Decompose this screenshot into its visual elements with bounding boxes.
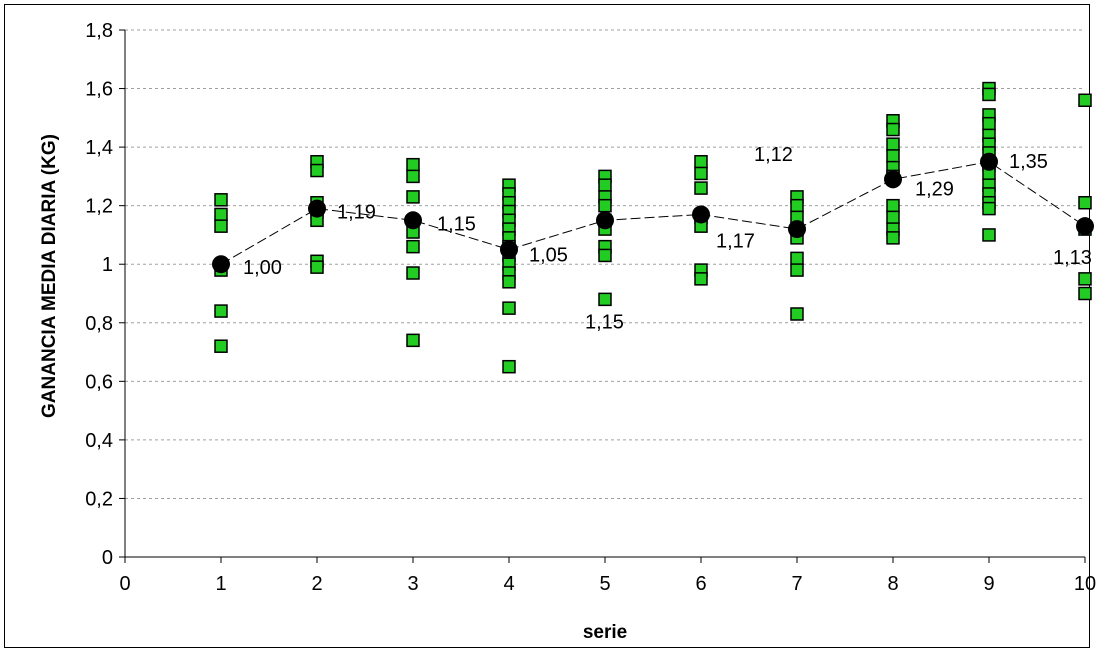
grid-lines [125, 29, 1085, 499]
y-tick-label: 1,4 [85, 137, 113, 159]
mean-point [1076, 217, 1094, 236]
y-tick-label: 1 [102, 254, 113, 276]
y-tick-label: 1,8 [85, 20, 113, 42]
mean-value-label: 1,17 [716, 230, 755, 252]
y-tick-label: 1,2 [85, 196, 113, 218]
observation-point [886, 122, 900, 137]
observation-point [982, 228, 996, 242]
observation-point [886, 231, 900, 245]
observation-point [214, 339, 228, 353]
observation-point [502, 275, 516, 289]
x-tick-label: 7 [791, 573, 802, 595]
observation-point [694, 166, 708, 181]
observation-point [502, 359, 516, 374]
observation-point [214, 207, 228, 222]
observation-point [694, 272, 708, 286]
observation-point [1078, 195, 1092, 210]
y-axis-title: GANANCIA MEDIA DIARIA (KG) [39, 134, 60, 418]
observation-point [982, 201, 996, 216]
y-tick-label: 0,8 [85, 313, 113, 335]
mean-value-label: 1,19 [337, 202, 376, 224]
observation-point [982, 87, 996, 102]
observation-point [406, 157, 420, 172]
mean-point [500, 240, 518, 259]
x-tick-label: 5 [599, 573, 610, 595]
observation-point [406, 333, 420, 348]
mean-value-label: 1,15 [437, 213, 476, 235]
x-tick-label: 10 [1074, 573, 1096, 595]
mean-value-label: 1,15 [585, 311, 624, 333]
mean-value-label: 1,13 [1053, 247, 1092, 269]
observation-point [886, 149, 900, 163]
mean-value-label: 1,29 [915, 178, 954, 200]
observation-point [214, 304, 228, 318]
mean-point [212, 255, 230, 274]
observation-point [790, 263, 804, 277]
chart-frame [4, 4, 1090, 648]
x-tick-label: 9 [983, 573, 994, 595]
mean-point [692, 205, 710, 224]
observation-point [502, 301, 516, 315]
observation-point [598, 198, 612, 213]
x-tick-label: 3 [407, 573, 418, 595]
x-tick-label: 6 [695, 573, 706, 595]
observation-point [790, 307, 804, 321]
y-tick-label: 0,6 [85, 371, 113, 393]
observation-point [598, 292, 612, 307]
mean-point [884, 170, 902, 189]
observation-point [790, 251, 804, 266]
mean-value-label: 1,05 [529, 245, 568, 267]
observation-point [694, 181, 708, 195]
x-tick-label: 1 [215, 573, 226, 595]
mean-points [212, 152, 1094, 274]
observation-point [406, 169, 420, 184]
observation-point [310, 163, 324, 178]
axes: 0 0,2 0,4 0,6 0,8 1 1,2 1,4 1,6 1,8 0 1 2 3 4 5 6 7 8 9 10 [85, 20, 1096, 595]
y-tick-label: 0,4 [85, 430, 113, 452]
observation-point [886, 198, 900, 213]
x-axis-title: serie [583, 622, 627, 643]
mean-value-label: 1,12 [754, 144, 793, 166]
mean-point [980, 152, 998, 171]
observation-point [1078, 286, 1092, 301]
observation-point [310, 260, 324, 274]
observation-point [406, 266, 420, 280]
observation-point [886, 210, 900, 225]
x-tick-label: 8 [887, 573, 898, 595]
y-tick-label: 0 [102, 547, 113, 569]
observation-point [790, 198, 804, 213]
observation-point [886, 137, 900, 151]
observation-point [214, 193, 228, 207]
observation-point [214, 219, 228, 233]
observation-point [694, 155, 708, 169]
mean-point [596, 211, 614, 230]
observation-point [406, 239, 420, 254]
y-tick-label: 1,6 [85, 79, 113, 101]
x-tick-label: 2 [311, 573, 322, 595]
observation-point [982, 116, 996, 131]
mean-point [308, 199, 326, 218]
x-tick-label: 4 [503, 573, 514, 595]
observation-point [598, 248, 612, 263]
x-tick-label: 0 [119, 573, 130, 595]
observation-point [1078, 93, 1092, 108]
mean-point [404, 211, 422, 230]
y-tick-label: 0,2 [85, 488, 113, 510]
mean-value-label: 1,00 [243, 257, 282, 279]
mean-line [220, 161, 1086, 265]
mean-point [788, 220, 806, 239]
mean-series-line [220, 161, 1086, 265]
observation-point [598, 178, 612, 192]
mean-labels: 1,00 1,19 1,15 1,05 1,15 1,17 1,12 1,29 1,35 1,13 [243, 144, 1092, 333]
observation-point [406, 190, 420, 204]
observation-point [1078, 272, 1092, 286]
observation-points [214, 81, 1092, 374]
mean-value-label: 1,35 [1009, 151, 1048, 173]
